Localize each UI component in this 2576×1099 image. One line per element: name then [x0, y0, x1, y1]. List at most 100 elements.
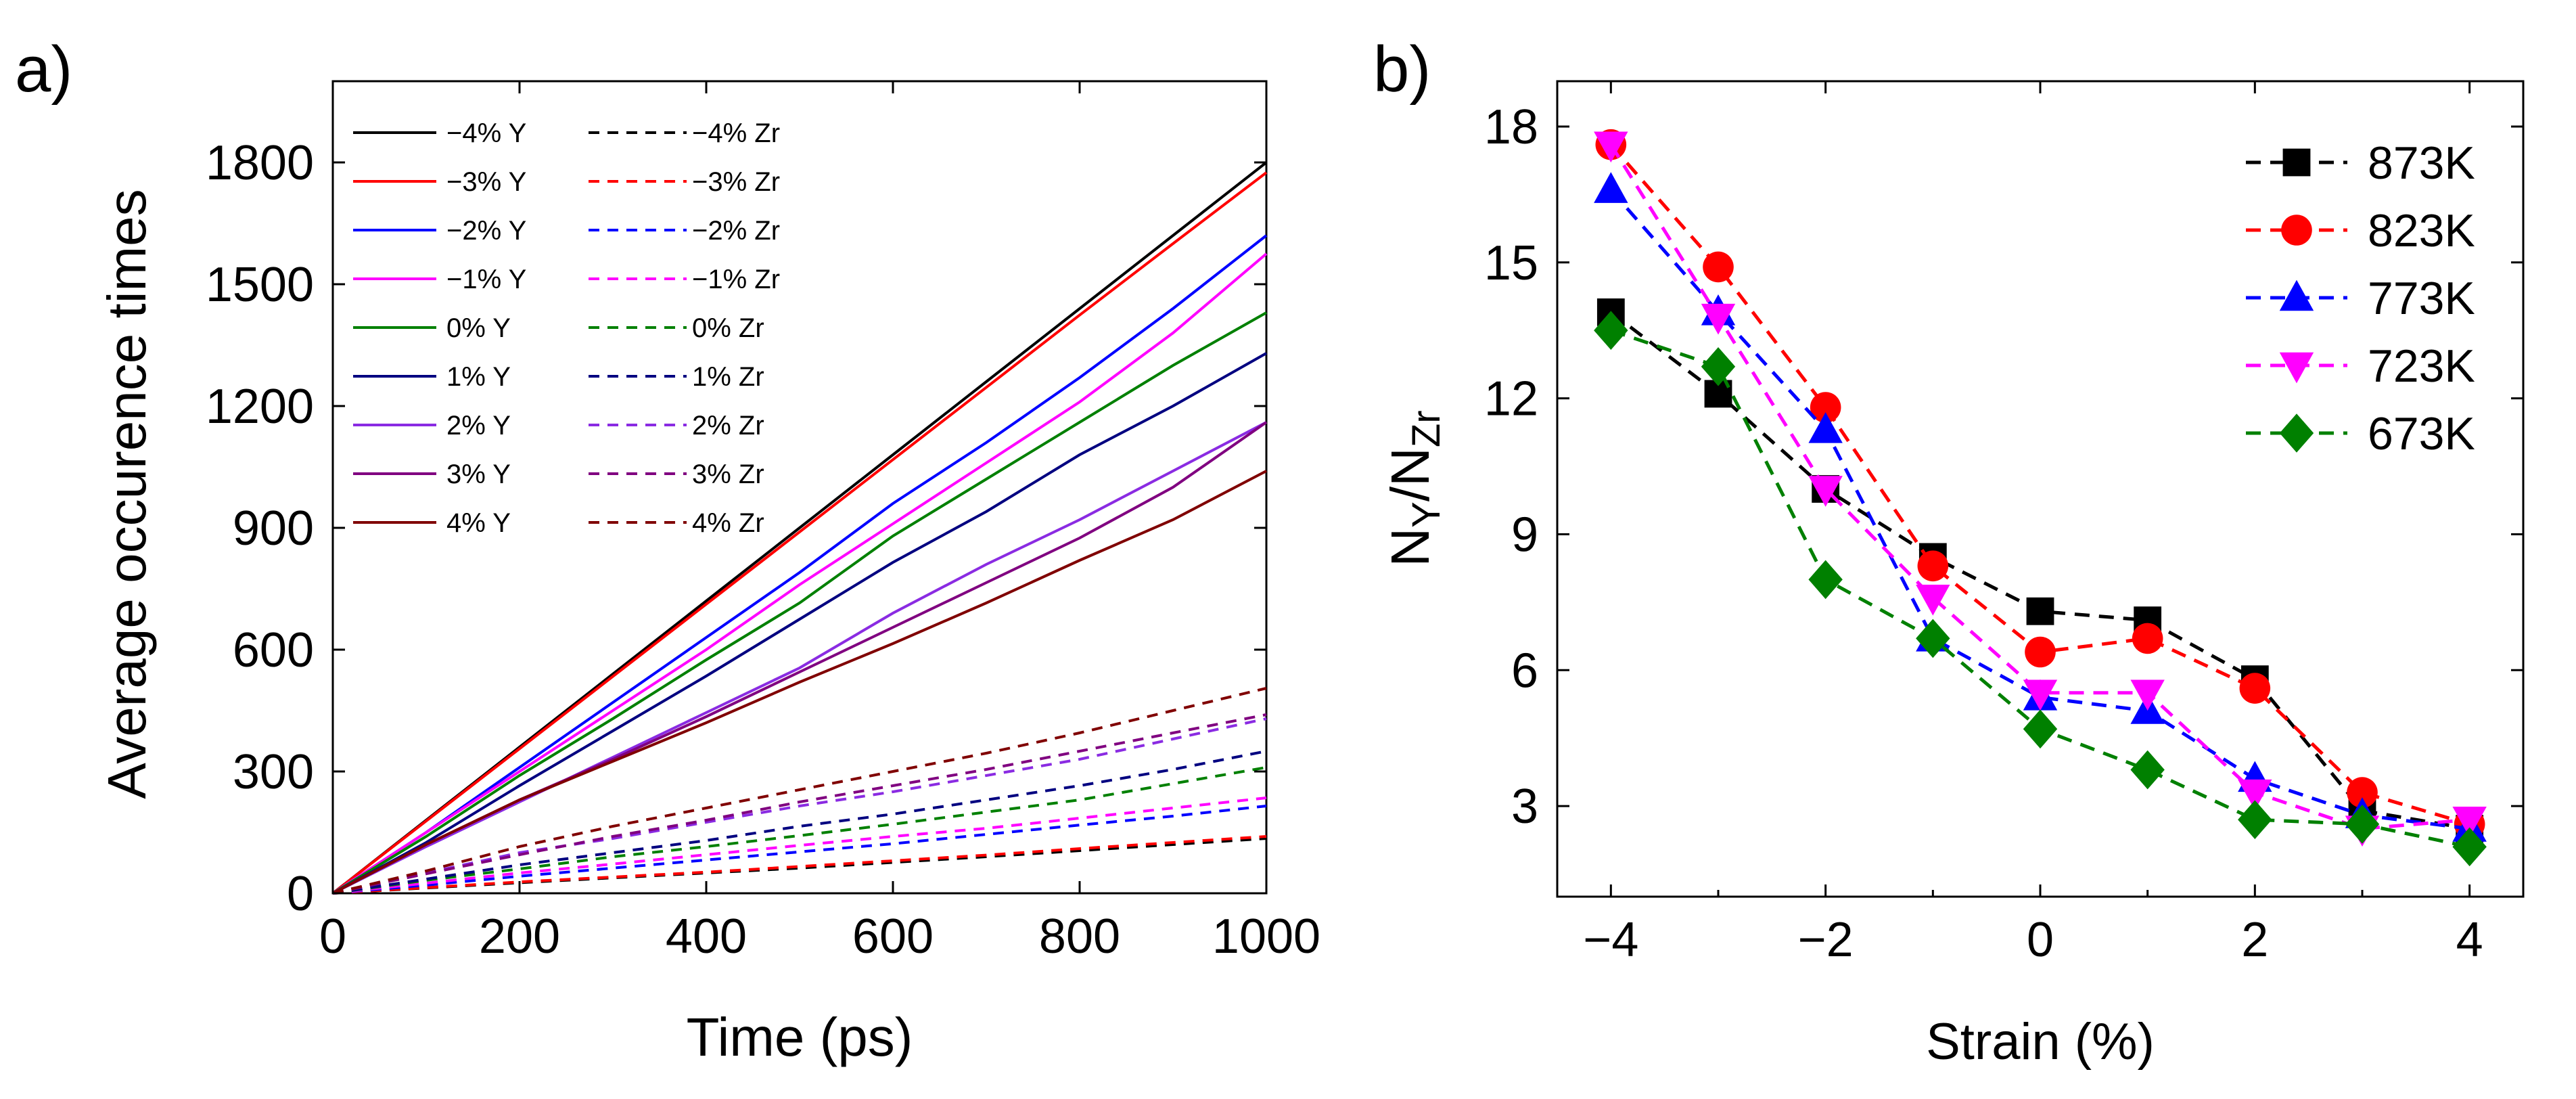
data-point-673k [2130, 750, 2165, 790]
y-tick-label: 0 [287, 867, 314, 921]
legend-label-773k: 773K [2368, 273, 2475, 324]
series-line-3pct-zr [332, 713, 1267, 895]
legend-label-minus1pct-zr: −1% Zr [692, 265, 780, 294]
y-tick-label: 15 [1484, 236, 1538, 290]
data-point-673k [2345, 805, 2380, 844]
legend-label-3pct-zr: 3% Zr [692, 459, 764, 489]
x-tick-label: 400 [666, 910, 747, 964]
y-tick-label: 9 [1511, 508, 1538, 562]
legend-swatch-marker-873k [2282, 148, 2311, 177]
y-tick-label: 1500 [206, 258, 314, 312]
data-point-673k [1701, 346, 1736, 386]
x-tick-label: −4 [1583, 913, 1638, 967]
data-point-723k [1808, 476, 1843, 507]
y-tick-label: 900 [233, 501, 314, 556]
data-point-823k [1810, 392, 1841, 423]
panel-b-legend: 873K 823K 773K 723K 673K [2246, 137, 2475, 459]
legend-swatch-marker-723k [2279, 352, 2314, 384]
data-point-673k [2023, 709, 2058, 749]
legend-label-2pct-zr: 2% Zr [692, 411, 764, 441]
legend-label-2pct-y: 2% Y [446, 411, 511, 441]
data-point-823k [2025, 636, 2056, 668]
data-point-673k [1808, 560, 1843, 600]
data-point-673k [2452, 827, 2487, 867]
series-line-minus1pct-zr [332, 797, 1267, 895]
panel-b-x-axis-label: Strain (%) [1926, 1013, 2155, 1071]
legend-label-minus1pct-y: −1% Y [446, 265, 526, 294]
data-point-723k [1594, 131, 1628, 163]
y-tick-label: 600 [233, 623, 314, 677]
panel-a-x-axis-label: Time (ps) [687, 1007, 913, 1067]
legend-label-minus3pct-y: −3% Y [446, 167, 526, 197]
legend-label-minus3pct-zr: −3% Zr [692, 167, 780, 197]
series-line-minus3pct-y [331, 171, 1268, 895]
data-point-823k [1917, 550, 1949, 582]
y-label-n: N [1380, 528, 1440, 567]
data-point-823k [2132, 623, 2163, 654]
legend-label-0pct-zr: 0% Zr [692, 313, 764, 343]
y-label-slash-n: /N [1380, 447, 1440, 501]
legend-label-4pct-zr: 4% Zr [692, 508, 764, 538]
y-tick-label: 300 [233, 745, 314, 799]
legend-label-1pct-zr: 1% Zr [692, 362, 764, 392]
series-line-2pct-zr [332, 717, 1267, 895]
series-line-723k [1609, 143, 2470, 831]
data-point-723k [2023, 679, 2058, 711]
y-tick-label: 1200 [206, 380, 314, 434]
series-line-minus2pct-y [331, 234, 1268, 895]
data-point-823k [2239, 673, 2271, 704]
y-tick-label: 6 [1511, 644, 1538, 698]
series-line-0pct-zr [332, 766, 1267, 895]
y-tick-label: 3 [1511, 780, 1538, 834]
series-line-4pct-y [332, 470, 1267, 895]
x-tick-label: 1000 [1212, 910, 1320, 964]
x-tick-label: 2 [2241, 913, 2268, 967]
panel-a-plot-frame [331, 80, 1268, 895]
x-tick-label: 0 [2027, 913, 2054, 967]
data-point-723k [2238, 779, 2272, 811]
series-line-minus2pct-zr [332, 805, 1267, 895]
panel-b-label: b) [1373, 33, 1431, 106]
x-tick-label: 200 [479, 910, 560, 964]
legend-label-minus4pct-y: −4% Y [446, 118, 526, 148]
series-line-0pct-y [331, 311, 1267, 895]
panel-a-y-axis-label: Average occurence times [97, 189, 157, 799]
legend-label-823k: 823K [2368, 205, 2475, 256]
data-point-873k [2026, 597, 2054, 625]
legend-label-0pct-y: 0% Y [446, 313, 511, 343]
x-tick-label: 4 [2456, 913, 2483, 967]
series-line-2pct-y [332, 421, 1267, 895]
legend-swatch-marker-673k [2279, 413, 2314, 453]
series-line-1pct-y [332, 352, 1267, 895]
panel-a-x-ticks: 0 200 400 600 800 1000 [319, 81, 1320, 964]
x-tick-label: 800 [1039, 910, 1120, 964]
panel-b: b) −4 −2 0 2 4 3 6 9 12 15 18 873K 823K 773K 723K 673… [1373, 33, 2525, 1071]
data-point-723k [1916, 584, 1950, 616]
data-point-823k [2347, 777, 2378, 808]
series-line-minus3pct-zr [332, 835, 1267, 895]
legend-swatch-marker-823k [2281, 215, 2312, 246]
series-line-873k [1609, 311, 2470, 831]
legend-label-673k: 673K [2368, 408, 2475, 459]
legend-label-minus2pct-y: −2% Y [446, 216, 526, 246]
panel-a: a) 0 200 400 600 800 1000 0 300 600 900 1200 1500 1… [15, 33, 1320, 1067]
series-line-minus1pct-y [331, 252, 1268, 895]
series-line-4pct-zr [332, 687, 1267, 895]
data-point-723k [2130, 679, 2165, 711]
x-tick-label: 600 [852, 910, 934, 964]
data-point-673k [2238, 800, 2272, 839]
panel-b-plot-frame [1556, 80, 2525, 898]
legend-label-3pct-y: 3% Y [446, 459, 511, 489]
panel-a-series [331, 161, 1268, 895]
panel-b-series [1594, 129, 2487, 867]
data-point-673k [1594, 311, 1628, 350]
legend-label-873k: 873K [2368, 137, 2475, 189]
legend-label-1pct-y: 1% Y [446, 362, 511, 392]
data-point-723k [2452, 806, 2487, 838]
legend-swatch-marker-773k [2279, 279, 2314, 311]
series-line-1pct-zr [332, 750, 1267, 895]
y-tick-label: 1800 [206, 136, 314, 190]
panel-a-y-ticks: 0 300 600 900 1200 1500 1800 [206, 136, 1266, 921]
x-tick-label: 0 [319, 910, 346, 964]
